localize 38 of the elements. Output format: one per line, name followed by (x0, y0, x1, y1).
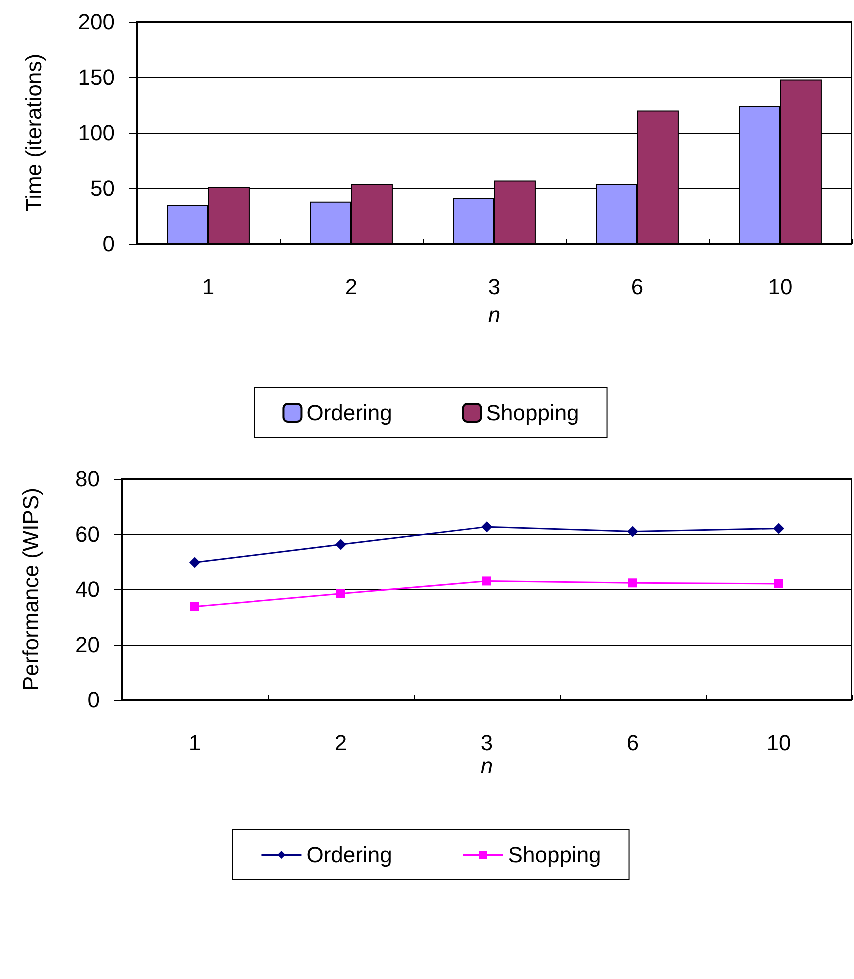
legend-label: Ordering (306, 842, 392, 868)
point (774, 579, 784, 588)
point (482, 576, 492, 586)
x-tick-label: 1 (202, 274, 215, 300)
y-tick-label: 50 (90, 176, 115, 201)
point (482, 522, 492, 533)
y-tick-label: 0 (88, 688, 100, 712)
legend-label: Shopping (486, 400, 580, 426)
point (336, 539, 346, 550)
y-axis-title: Time (iterations) (22, 54, 46, 212)
point (190, 602, 200, 612)
legend-label: Shopping (508, 842, 602, 868)
point (190, 557, 200, 568)
x-tick-label: 1 (188, 730, 202, 756)
x-tick-label: 10 (768, 274, 793, 300)
x-tick-label: 10 (766, 730, 792, 756)
x-tick-label: 3 (488, 274, 501, 300)
y-tick-label: 150 (78, 65, 115, 90)
y-axis-title: Performance (WIPS) (18, 488, 44, 691)
y-tick-label: 40 (76, 577, 100, 602)
point (336, 589, 346, 598)
point (628, 526, 638, 538)
y-tick-label: 20 (76, 632, 100, 658)
x-tick-label: 6 (626, 730, 640, 756)
x-tick-label: 2 (334, 730, 348, 756)
y-tick-label: 0 (102, 232, 115, 256)
y-tick-label: 80 (76, 466, 100, 492)
legend-label: Ordering (306, 400, 392, 426)
point (628, 578, 638, 588)
x-axis-title: n (488, 302, 501, 328)
point (774, 523, 784, 534)
y-tick-label: 100 (78, 120, 115, 146)
y-tick-label: 200 (78, 10, 115, 34)
x-axis-title: n (480, 753, 494, 778)
x-tick-label: 6 (631, 274, 644, 300)
x-tick-label: 2 (345, 274, 358, 300)
x-tick-label: 3 (480, 730, 494, 756)
y-tick-label: 60 (76, 522, 100, 547)
